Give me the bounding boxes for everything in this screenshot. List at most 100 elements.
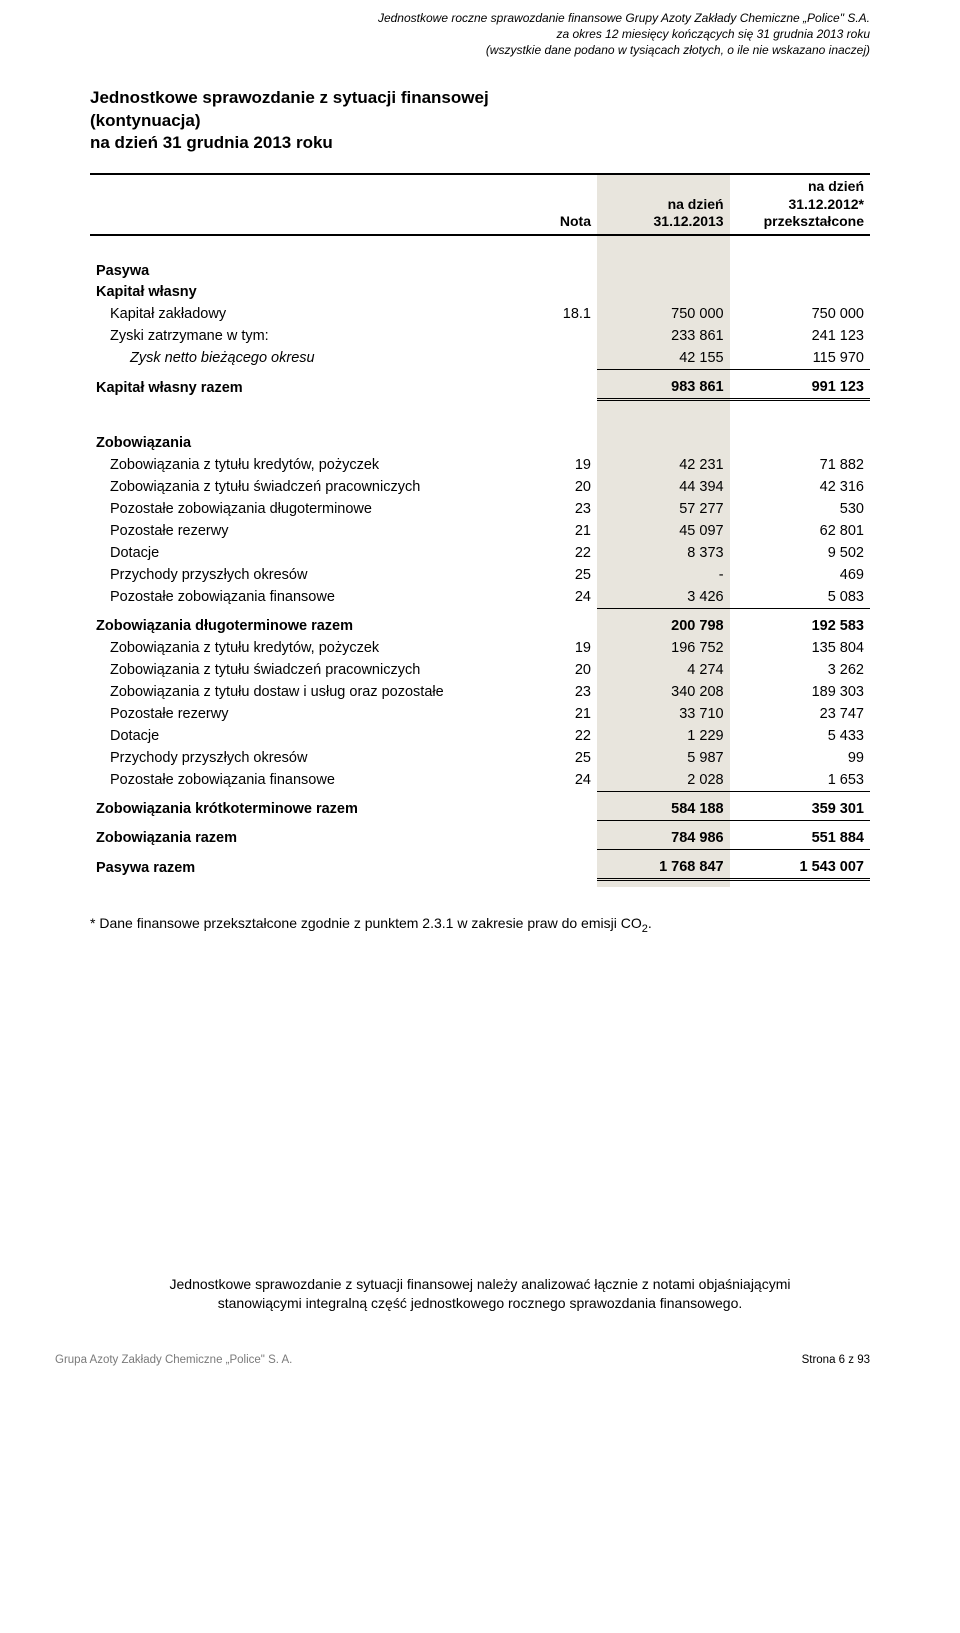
row-zt-kredyty-dl: Zobowiązania z tytułu kredytów, pożyczek…	[90, 454, 870, 476]
label-kapital-wlasny: Kapitał własny	[90, 282, 542, 303]
row-zysk-netto-biez: Zysk netto bieżącego okresu 42 155 115 9…	[90, 347, 870, 370]
footnote-suffix: .	[648, 915, 652, 931]
cell-label: Przychody przyszłych okresów	[90, 564, 542, 586]
row-dotacje-kr: Dotacje 22 1 229 5 433	[90, 725, 870, 747]
cell-nota: 23	[542, 681, 597, 703]
row-zt-swiadczen-kr: Zobowiązania z tytułu świadczeń pracowni…	[90, 659, 870, 681]
cell-v1: 57 277	[597, 498, 730, 520]
title-line1: Jednostkowe sprawozdanie z sytuacji fina…	[90, 87, 870, 110]
bottom-note-l2: stanowiącymi integralną część jednostkow…	[218, 1295, 743, 1311]
cell-label: Zysk netto bieżącego okresu	[90, 347, 542, 370]
cell-v1: 584 188	[597, 798, 730, 821]
row-poz-rezerwy-kr: Pozostałe rezerwy 21 33 710 23 747	[90, 703, 870, 725]
cell-v1: 45 097	[597, 520, 730, 542]
th-p1-l1: na dzień	[668, 196, 724, 212]
title-line3: na dzień 31 grudnia 2013 roku	[90, 132, 870, 155]
th-period1: na dzień 31.12.2013	[597, 174, 730, 235]
cell-label: Kapitał własny razem	[90, 376, 542, 400]
cell-nota: 23	[542, 498, 597, 520]
cell-nota: 21	[542, 703, 597, 725]
cell-v1: 4 274	[597, 659, 730, 681]
cell-label: Dotacje	[90, 725, 542, 747]
cell-v2: 62 801	[730, 520, 870, 542]
cell-v2: 3 262	[730, 659, 870, 681]
cell-v1: 2 028	[597, 769, 730, 792]
cell-v2: 469	[730, 564, 870, 586]
cell-label: Pozostałe rezerwy	[90, 520, 542, 542]
cell-v2: 991 123	[730, 376, 870, 400]
cell-v1: 784 986	[597, 827, 730, 850]
row-zob-kr-razem: Zobowiązania krótkoterminowe razem 584 1…	[90, 798, 870, 821]
row-przychody-przysz-kr: Przychody przyszłych okresów 25 5 987 99	[90, 747, 870, 769]
th-p2-l3: przekształcone	[764, 213, 864, 229]
footnote: * Dane finansowe przekształcone zgodnie …	[90, 915, 870, 935]
cell-v2: 241 123	[730, 325, 870, 347]
cell-nota	[542, 347, 597, 370]
section-zobowiazania: Zobowiązania	[90, 421, 870, 454]
cell-v1: 340 208	[597, 681, 730, 703]
cell-label: Zobowiązania długoterminowe razem	[90, 615, 542, 637]
cell-v1: 1 768 847	[597, 856, 730, 880]
header-line1: Jednostkowe roczne sprawozdanie finansow…	[90, 10, 870, 26]
footnote-prefix: * Dane finansowe przekształcone zgodnie …	[90, 915, 642, 931]
section-kapital-wlasny: Kapitał własny	[90, 282, 870, 303]
cell-nota: 25	[542, 564, 597, 586]
cell-label: Pozostałe zobowiązania finansowe	[90, 769, 542, 792]
financial-table: Nota na dzień 31.12.2013 na dzień 31.12.…	[90, 173, 870, 887]
cell-v2: 530	[730, 498, 870, 520]
cell-v1: 3 426	[597, 586, 730, 609]
cell-nota: 21	[542, 520, 597, 542]
header-line3: (wszystkie dane podano w tysiącach złoty…	[90, 42, 870, 58]
cell-v2: 115 970	[730, 347, 870, 370]
row-zt-swiadczen-dl: Zobowiązania z tytułu świadczeń pracowni…	[90, 476, 870, 498]
th-nota: Nota	[542, 174, 597, 235]
footer-left: Grupa Azoty Zakłady Chemiczne „Police" S…	[55, 1354, 292, 1366]
cell-label: Zobowiązania z tytułu kredytów, pożyczek	[90, 637, 542, 659]
cell-label: Przychody przyszłych okresów	[90, 747, 542, 769]
cell-v2: 23 747	[730, 703, 870, 725]
cell-v2: 192 583	[730, 615, 870, 637]
section-pasywa: Pasywa	[90, 249, 870, 282]
bottom-note: Jednostkowe sprawozdanie z sytuacji fina…	[90, 1275, 870, 1314]
row-zt-kredyty-kr: Zobowiązania z tytułu kredytów, pożyczek…	[90, 637, 870, 659]
cell-v2: 71 882	[730, 454, 870, 476]
cell-label: Zyski zatrzymane w tym:	[90, 325, 542, 347]
cell-label: Zobowiązania z tytułu dostaw i usług ora…	[90, 681, 542, 703]
cell-label: Zobowiązania z tytułu świadczeń pracowni…	[90, 659, 542, 681]
cell-v2: 99	[730, 747, 870, 769]
row-zt-dostaw: Zobowiązania z tytułu dostaw i usług ora…	[90, 681, 870, 703]
row-pasywa-razem: Pasywa razem 1 768 847 1 543 007	[90, 856, 870, 880]
th-p2-l1: na dzień	[808, 178, 864, 194]
cell-v2: 5 433	[730, 725, 870, 747]
cell-nota: 25	[542, 747, 597, 769]
cell-nota: 19	[542, 637, 597, 659]
row-kapital-zakladowy: Kapitał zakładowy 18.1 750 000 750 000	[90, 303, 870, 325]
row-dotacje-dl: Dotacje 22 8 373 9 502	[90, 542, 870, 564]
th-p1-l2: 31.12.2013	[654, 213, 724, 229]
cell-v1: 33 710	[597, 703, 730, 725]
cell-label: Zobowiązania razem	[90, 827, 542, 850]
table-header-row: Nota na dzień 31.12.2013 na dzień 31.12.…	[90, 174, 870, 235]
cell-v1: 42 231	[597, 454, 730, 476]
cell-v2: 750 000	[730, 303, 870, 325]
cell-label: Dotacje	[90, 542, 542, 564]
cell-v1: 5 987	[597, 747, 730, 769]
page-footer: Grupa Azoty Zakłady Chemiczne „Police" S…	[0, 1344, 960, 1386]
cell-nota	[542, 325, 597, 347]
label-zobowiazania: Zobowiązania	[90, 421, 542, 454]
row-poz-rezerwy-dl: Pozostałe rezerwy 21 45 097 62 801	[90, 520, 870, 542]
cell-v1: 750 000	[597, 303, 730, 325]
cell-label: Pasywa razem	[90, 856, 542, 880]
row-poz-zob-fin-dl: Pozostałe zobowiązania finansowe 24 3 42…	[90, 586, 870, 609]
cell-v2: 359 301	[730, 798, 870, 821]
cell-v1: 233 861	[597, 325, 730, 347]
cell-v1: 196 752	[597, 637, 730, 659]
cell-label: Pozostałe zobowiązania długoterminowe	[90, 498, 542, 520]
cell-label: Zobowiązania z tytułu kredytów, pożyczek	[90, 454, 542, 476]
cell-v2: 1 653	[730, 769, 870, 792]
row-poz-zob-dl: Pozostałe zobowiązania długoterminowe 23…	[90, 498, 870, 520]
cell-v2: 42 316	[730, 476, 870, 498]
footer-right: Strona 6 z 93	[802, 1354, 870, 1366]
cell-v2: 5 083	[730, 586, 870, 609]
bottom-note-l1: Jednostkowe sprawozdanie z sytuacji fina…	[170, 1276, 791, 1292]
